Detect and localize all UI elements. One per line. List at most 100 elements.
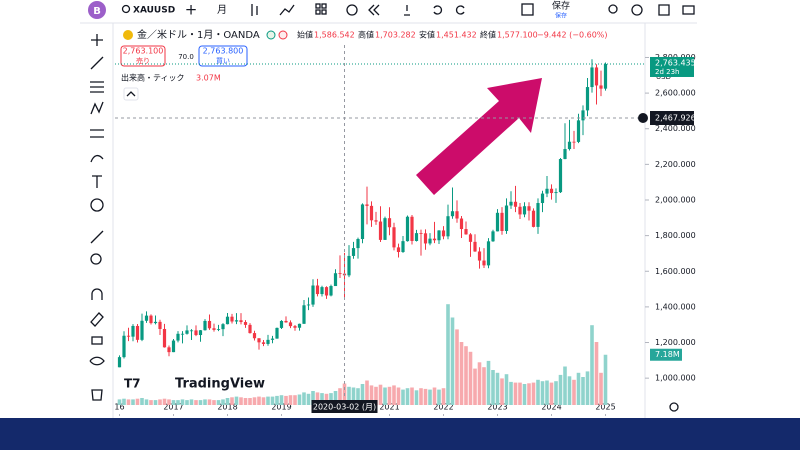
candle-body	[135, 325, 140, 340]
volume-bar	[284, 395, 288, 405]
candle-body	[581, 110, 585, 121]
candle-body	[302, 305, 306, 324]
candle-body	[216, 329, 221, 330]
candle-body	[473, 241, 477, 252]
candle-body	[189, 330, 194, 332]
volume-bar	[221, 399, 225, 405]
crosshair-plus	[638, 113, 648, 123]
candle-body	[383, 218, 387, 240]
candle-body	[518, 206, 522, 215]
candle-body	[513, 201, 518, 207]
candle-body	[522, 206, 527, 215]
candle-body	[158, 321, 162, 329]
sell-label: 売り	[136, 56, 150, 65]
candle-body	[594, 67, 599, 86]
candle-body	[230, 316, 234, 322]
candle-body	[329, 286, 333, 296]
x-tick-label: 2019	[271, 403, 291, 412]
volume-bar	[189, 399, 194, 405]
volume-bar	[495, 372, 500, 405]
volume-bar	[509, 381, 513, 405]
volume-bar	[347, 386, 351, 405]
volume-bar	[428, 389, 432, 405]
x-tick-label: 2018	[217, 403, 237, 412]
volume-bar	[365, 380, 369, 405]
volume-bar	[180, 399, 185, 405]
candle-body	[482, 260, 486, 266]
candle-body	[180, 333, 185, 335]
volume-bar	[338, 388, 342, 405]
candle-body	[266, 339, 270, 344]
volume-bar	[432, 387, 437, 405]
save-button[interactable]: 保存	[552, 0, 570, 12]
volume-bar	[153, 400, 158, 405]
settings-icon[interactable]	[669, 402, 679, 412]
candle-body	[464, 229, 468, 235]
volume-bar	[477, 362, 482, 405]
drawing-tools[interactable]	[89, 34, 105, 401]
interval[interactable]: 月	[217, 4, 227, 16]
candle-body	[410, 216, 414, 241]
candle-body	[212, 328, 216, 330]
collapse-button[interactable]	[123, 87, 139, 101]
candle-body	[405, 216, 410, 242]
volume-bar	[464, 346, 468, 405]
buy-button[interactable]	[198, 45, 248, 67]
volume-bar	[383, 387, 387, 405]
candle-body	[356, 239, 360, 249]
volume-bar	[149, 400, 153, 405]
search-icon[interactable]	[121, 4, 131, 14]
volume-bar	[414, 390, 419, 405]
candle-body	[549, 188, 554, 194]
volume-bar	[540, 381, 545, 405]
volume-bar	[320, 393, 324, 405]
currency: USD	[656, 73, 671, 81]
candle-body	[275, 327, 279, 339]
add-icon[interactable]: +	[185, 1, 198, 19]
volume-bar	[279, 395, 284, 405]
candle-body	[387, 218, 392, 228]
sell-button[interactable]	[120, 45, 166, 67]
candle-body	[567, 141, 572, 150]
candle-body	[131, 325, 135, 337]
candle-body	[432, 238, 437, 241]
candle-body	[446, 216, 450, 237]
trend-arrow	[416, 78, 542, 195]
candle-body	[176, 333, 180, 341]
volume-bar	[140, 398, 144, 405]
candle-body	[504, 205, 509, 231]
candle-body	[563, 149, 567, 160]
candle-body	[194, 330, 198, 336]
volume-bar	[603, 354, 608, 405]
volume-bar	[482, 367, 486, 405]
candle-body	[509, 201, 513, 206]
candle-body	[320, 287, 324, 295]
volume-bar	[306, 393, 311, 405]
candle-body	[117, 357, 122, 368]
volume-bar	[531, 382, 536, 405]
avatar[interactable]	[88, 1, 106, 19]
candle-body	[486, 241, 491, 266]
candle-body	[347, 255, 351, 276]
y-tick-label: 1,000.000	[655, 374, 696, 383]
candle-body	[293, 326, 297, 328]
candle-body	[270, 338, 275, 340]
volume-bar	[567, 376, 572, 405]
ohlc-label: 始値	[297, 30, 313, 40]
y-tick-label: 2,400.000	[655, 124, 696, 133]
toolbar-icons[interactable]	[251, 3, 695, 16]
candle-body	[221, 324, 225, 330]
volume-bar	[585, 371, 590, 405]
volume-bar	[387, 386, 392, 405]
candle-body	[162, 328, 167, 348]
candle-body	[536, 203, 540, 227]
candle-body	[531, 210, 536, 227]
volume-bar	[522, 384, 527, 405]
volume-bar	[117, 399, 122, 405]
symbol[interactable]: XAUUSD	[133, 6, 175, 16]
candle-body	[392, 227, 396, 248]
y-tick-label: 2,600.000	[655, 89, 696, 98]
candle-body	[527, 206, 531, 211]
candle-body	[288, 322, 293, 327]
volume-bar	[261, 397, 266, 405]
